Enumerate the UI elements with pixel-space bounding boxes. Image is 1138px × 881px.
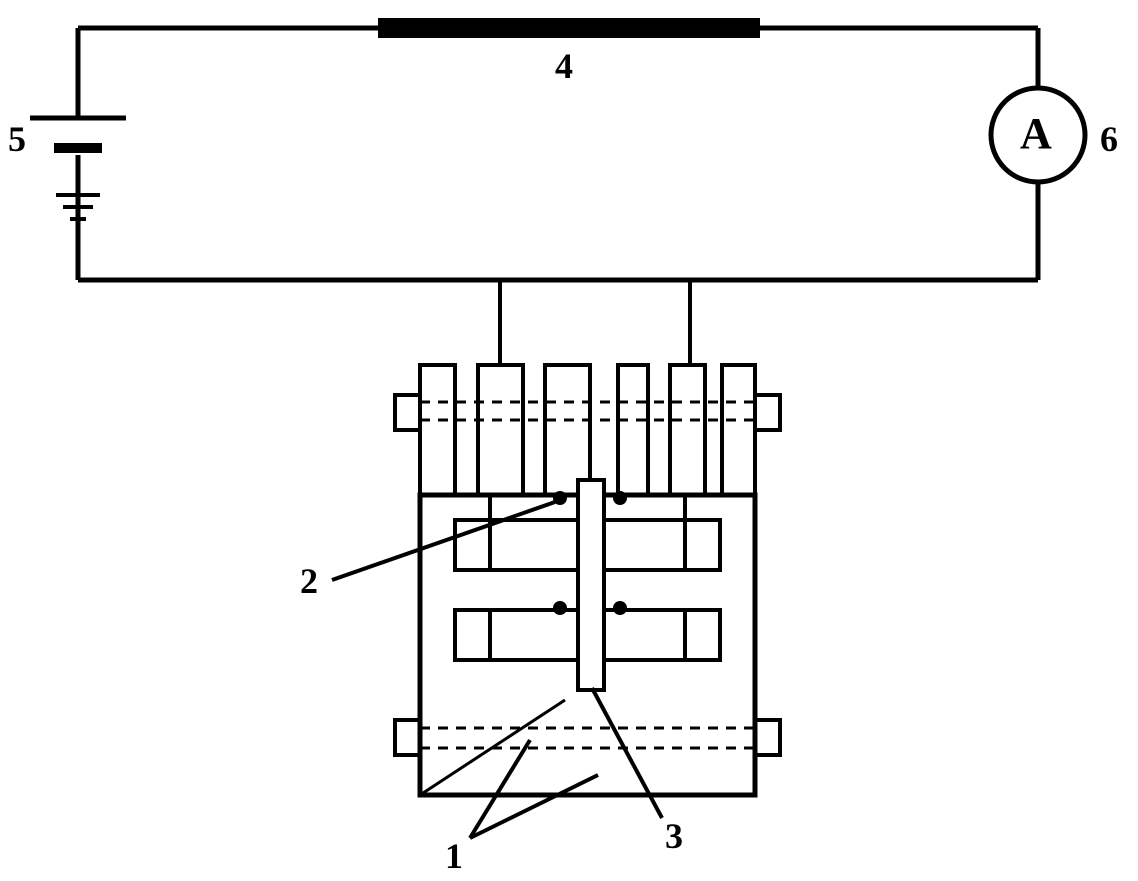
seal — [613, 601, 627, 615]
label-2: 2 — [300, 560, 318, 602]
top-plate — [670, 365, 705, 495]
inner-step — [455, 610, 490, 660]
bolt-top-right — [755, 395, 780, 430]
label-4: 4 — [555, 45, 573, 87]
label-3: 3 — [665, 815, 683, 857]
seal — [553, 601, 567, 615]
top-plate — [420, 365, 455, 495]
inner-step — [685, 610, 720, 660]
circuit-diagram — [0, 0, 1138, 881]
inner-step — [685, 520, 720, 570]
label-6: 6 — [1100, 118, 1118, 160]
top-plate — [618, 365, 648, 495]
center-rod — [578, 480, 604, 690]
ammeter-label: A — [1020, 108, 1052, 159]
label-5: 5 — [8, 118, 26, 160]
top-plate — [478, 365, 523, 495]
seal — [613, 491, 627, 505]
top-plate — [722, 365, 755, 495]
leader-3 — [592, 688, 662, 818]
bolt-bottom-right — [755, 720, 780, 755]
resistor — [378, 18, 760, 38]
bolt-top-left — [395, 395, 420, 430]
top-plate — [545, 365, 590, 495]
bolt-bottom-left — [395, 720, 420, 755]
label-1: 1 — [445, 835, 463, 877]
